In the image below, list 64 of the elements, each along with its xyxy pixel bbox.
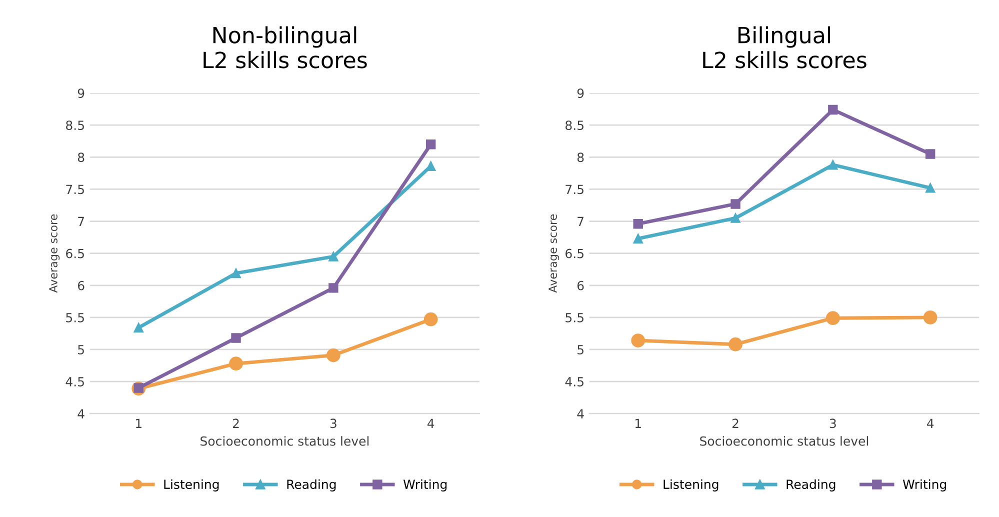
x-tick-label: 2 — [232, 418, 239, 428]
legend-label: Listening — [164, 479, 219, 492]
point — [730, 199, 740, 209]
y-tick-label: 6.5 — [66, 248, 84, 258]
y-tick-label: 8 — [577, 152, 584, 162]
y-tick-label: 9 — [577, 88, 584, 98]
point — [229, 356, 243, 371]
x-tick-label: 3 — [330, 418, 336, 428]
y-tick-label: 6 — [78, 280, 84, 290]
y-tick-label: 8 — [78, 152, 84, 162]
y-tick-label: 9 — [78, 88, 84, 98]
point — [231, 333, 241, 343]
x-tick-label: 4 — [926, 418, 934, 428]
y-tick-label: 4.5 — [66, 377, 84, 386]
legend-label: Writing — [403, 479, 447, 492]
point — [633, 218, 643, 229]
point — [424, 312, 438, 326]
y-tick-label: 5 — [78, 345, 84, 354]
point — [426, 139, 436, 150]
y-tick-label: 7 — [578, 216, 584, 226]
x-axis-title: Socioeconomic status level — [700, 436, 868, 446]
y-tick-label: 5 — [578, 345, 584, 354]
y-tick-label: 7.5 — [66, 184, 84, 194]
chart-title: Bilingual L2 skills scores — [703, 26, 866, 68]
point — [426, 161, 436, 172]
x-tick-label: 1 — [136, 418, 142, 428]
y-axis-title: Average score — [548, 214, 560, 293]
y-tick-label: 4 — [577, 409, 584, 418]
point — [631, 334, 646, 348]
point — [923, 310, 938, 324]
legend-label: Reading — [786, 479, 836, 492]
point — [134, 322, 144, 333]
y-tick-label: 8.5 — [566, 120, 584, 130]
point — [728, 337, 742, 352]
legend-label: Reading — [287, 479, 336, 492]
x-tick-label: 2 — [732, 418, 738, 428]
y-tick-label: 4.5 — [565, 377, 584, 386]
y-tick-label: 6 — [577, 280, 584, 290]
y-tick-label: 5.5 — [66, 313, 84, 322]
chart-title: Non-bilingual L2 skills scores — [204, 26, 367, 68]
point — [826, 311, 840, 326]
x-tick-label: 1 — [636, 418, 641, 428]
point — [328, 283, 338, 293]
legend-label: Listening — [664, 479, 718, 492]
point — [925, 149, 936, 159]
point — [328, 252, 338, 262]
x-tick-label: 4 — [427, 418, 434, 428]
y-tick-label: 4 — [78, 409, 84, 418]
y-axis-title: Average score — [49, 214, 60, 293]
x-axis-title: Socioeconomic status level — [200, 436, 369, 446]
y-tick-label: 8.5 — [66, 120, 84, 130]
y-tick-label: 7 — [78, 216, 84, 226]
point — [326, 348, 340, 362]
point — [231, 268, 241, 278]
point — [730, 213, 740, 223]
point — [633, 234, 643, 244]
x-tick-label: 3 — [830, 418, 836, 428]
legend-label: Writing — [902, 479, 946, 492]
point — [828, 160, 838, 170]
y-tick-label: 6.5 — [566, 248, 584, 258]
point — [828, 104, 838, 115]
y-tick-label: 7.5 — [566, 184, 584, 194]
y-tick-label: 5.5 — [566, 313, 584, 322]
point — [925, 183, 936, 193]
